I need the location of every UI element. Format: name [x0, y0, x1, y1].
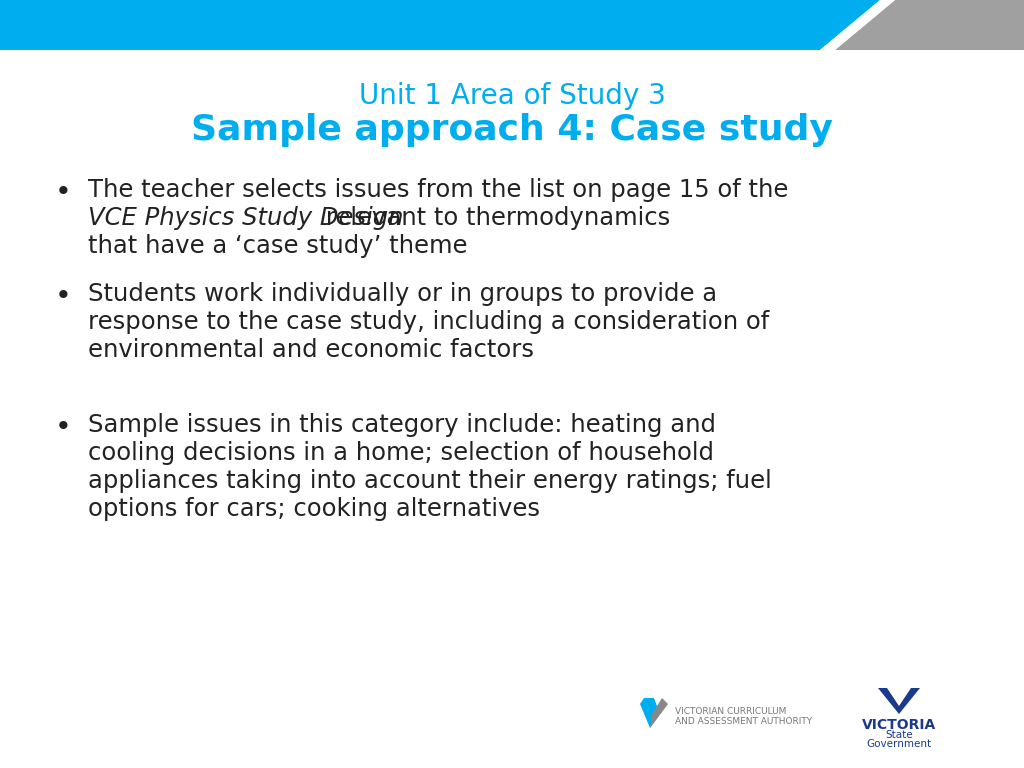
Polygon shape [650, 698, 668, 728]
Text: The teacher selects issues from the list on page 15 of the: The teacher selects issues from the list… [88, 178, 788, 202]
Text: response to the case study, including a consideration of: response to the case study, including a … [88, 310, 769, 333]
Polygon shape [887, 688, 911, 706]
Text: Government: Government [866, 739, 932, 749]
Text: that have a ‘case study’ theme: that have a ‘case study’ theme [88, 234, 468, 258]
Text: relevant to thermodynamics: relevant to thermodynamics [318, 206, 671, 230]
Text: •: • [55, 413, 72, 441]
Text: VICTORIA: VICTORIA [862, 718, 936, 732]
Text: State: State [885, 730, 912, 740]
Text: •: • [55, 282, 72, 310]
Text: Sample issues in this category include: heating and: Sample issues in this category include: … [88, 413, 716, 437]
Text: environmental and economic factors: environmental and economic factors [88, 338, 534, 362]
Polygon shape [640, 698, 660, 728]
Polygon shape [0, 0, 880, 50]
Text: •: • [55, 178, 72, 206]
Text: Students work individually or in groups to provide a: Students work individually or in groups … [88, 282, 717, 306]
Text: appliances taking into account their energy ratings; fuel: appliances taking into account their ene… [88, 469, 772, 493]
Text: Sample approach 4: Case study: Sample approach 4: Case study [191, 113, 833, 147]
Polygon shape [835, 0, 1024, 50]
Text: Unit 1 Area of Study 3: Unit 1 Area of Study 3 [358, 82, 666, 110]
Text: options for cars; cooking alternatives: options for cars; cooking alternatives [88, 497, 540, 521]
Polygon shape [820, 0, 895, 50]
Text: cooling decisions in a home; selection of household: cooling decisions in a home; selection o… [88, 441, 714, 465]
Text: VICTORIAN CURRICULUM: VICTORIAN CURRICULUM [675, 707, 786, 717]
Text: AND ASSESSMENT AUTHORITY: AND ASSESSMENT AUTHORITY [675, 717, 812, 727]
Text: VCE Physics Study Design: VCE Physics Study Design [88, 206, 403, 230]
Polygon shape [878, 688, 920, 714]
